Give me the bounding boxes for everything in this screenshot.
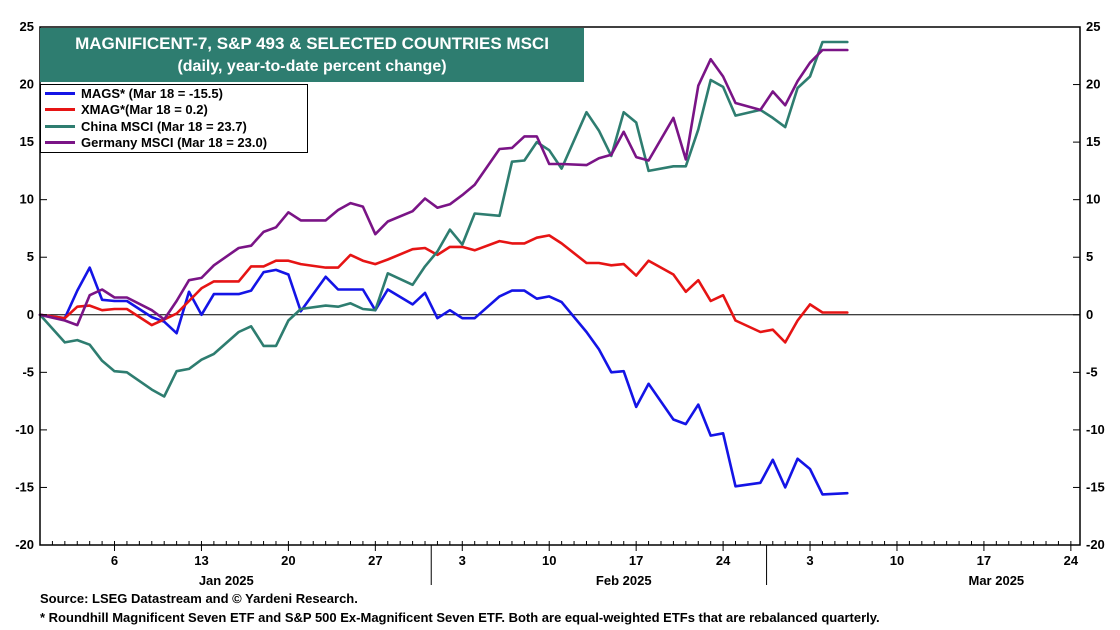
legend-item-xmag: XMAG*(Mar 18 = 0.2) (41, 102, 307, 119)
y-tick-label-right: 20 (1086, 77, 1100, 92)
chart-title: MAGNIFICENT-7, S&P 493 & SELECTED COUNTR… (75, 34, 549, 53)
x-tick-label: 10 (542, 553, 556, 568)
legend-swatch-germany (45, 141, 75, 145)
y-tick-label-right: -10 (1086, 422, 1105, 437)
y-tick-label-right: 10 (1086, 192, 1100, 207)
footnote: * Roundhill Magnificent Seven ETF and S&… (40, 610, 880, 625)
chart-title-box: MAGNIFICENT-7, S&P 493 & SELECTED COUNTR… (40, 28, 584, 82)
y-tick-label-right: 5 (1086, 249, 1093, 264)
series-line-3 (38, 48, 849, 327)
y-tick-label-right: 25 (1086, 19, 1100, 34)
month-label: Mar 2025 (969, 573, 1025, 588)
y-tick-label-right: -5 (1086, 364, 1098, 379)
legend-item-germany: Germany MSCI (Mar 18 = 23.0) (41, 135, 307, 152)
plot-frame (39, 26, 1081, 546)
chart-legend: MAGS* (Mar 18 = -15.5) XMAG*(Mar 18 = 0.… (40, 84, 308, 153)
x-tick-label: 3 (806, 553, 813, 568)
x-tick-label: 17 (977, 553, 991, 568)
legend-label-germany: Germany MSCI (Mar 18 = 23.0) (81, 135, 268, 151)
legend-label-china: China MSCI (Mar 18 = 23.7) (81, 118, 247, 134)
legend-label-mags: MAGS* (Mar 18 = -15.5) (81, 85, 223, 101)
x-tick-label: 24 (716, 553, 731, 568)
x-tick-label: 6 (111, 553, 118, 568)
y-tick-label-left: -10 (15, 422, 34, 437)
y-tick-label-left: 15 (20, 134, 34, 149)
series-line-1 (38, 234, 849, 344)
x-tick-label: 20 (281, 553, 295, 568)
y-tick-label-left: -20 (15, 537, 34, 552)
legend-swatch-mags (45, 91, 75, 95)
month-label: Feb 2025 (596, 573, 652, 588)
y-tick-label-left: 0 (27, 307, 34, 322)
y-tick-label-left: -5 (22, 364, 34, 379)
x-tick-label: 27 (368, 553, 382, 568)
legend-item-mags: MAGS* (Mar 18 = -15.5) (41, 85, 307, 102)
x-tick-label: 17 (629, 553, 643, 568)
source-note: Source: LSEG Datastream and © Yardeni Re… (40, 591, 358, 606)
y-tick-label-right: -20 (1086, 537, 1105, 552)
series-layer (38, 40, 849, 496)
series-line-2 (38, 40, 849, 398)
y-tick-label-left: -15 (15, 479, 34, 494)
y-tick-label-left: 10 (20, 192, 34, 207)
y-tick-label-right: -15 (1086, 479, 1105, 494)
legend-swatch-xmag (45, 108, 75, 112)
legend-item-china: China MSCI (Mar 18 = 23.7) (41, 118, 307, 135)
legend-label-xmag: XMAG*(Mar 18 = 0.2) (81, 102, 208, 118)
month-label: Jan 2025 (199, 573, 254, 588)
chart-subtitle: (daily, year-to-date percent change) (177, 58, 447, 75)
y-tick-label-left: 5 (27, 249, 34, 264)
y-tick-label-right: 15 (1086, 134, 1100, 149)
y-tick-label-left: 25 (20, 19, 34, 34)
axis-layer: -20 -20 -15 -15 -10 -10 -5 -5 0 0 5 5 10 10 15 15 20 20 25… (15, 19, 1105, 588)
x-tick-label: 13 (194, 553, 208, 568)
x-tick-label: 24 (1064, 553, 1079, 568)
y-tick-label-right: 0 (1086, 307, 1093, 322)
x-tick-label: 3 (459, 553, 466, 568)
y-tick-label-left: 20 (20, 77, 34, 92)
legend-swatch-china (45, 124, 75, 128)
x-tick-label: 10 (890, 553, 904, 568)
series-line-0 (38, 266, 849, 496)
